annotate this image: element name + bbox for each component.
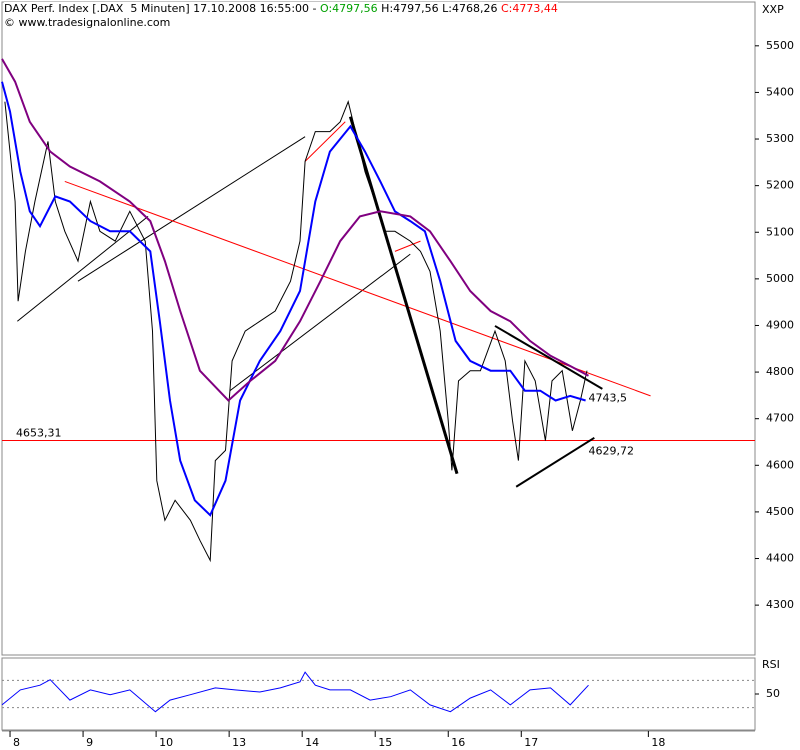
title-part: C:4773,44 xyxy=(500,2,558,15)
series-line xyxy=(1,671,589,713)
y-tick-label: 4300 xyxy=(766,598,794,611)
trend-line xyxy=(64,180,651,397)
plot-frame xyxy=(1,1,756,656)
y-tick-label: 5100 xyxy=(766,225,794,238)
trend-line xyxy=(515,436,595,488)
x-tick-label: 17 xyxy=(524,736,538,749)
y-tick-label: 5400 xyxy=(766,85,794,98)
trend-line xyxy=(304,121,346,162)
annotation: 4629,72 xyxy=(588,444,634,457)
y-tick-label: 4400 xyxy=(766,552,794,565)
chart-title: DAX Perf. Index [.DAX 5 Minuten] 17.10.2… xyxy=(4,2,558,16)
y-axis-label: RSI xyxy=(762,658,780,671)
x-tick-label: 10 xyxy=(159,736,173,749)
trend-line xyxy=(348,116,459,475)
y-tick-label: 5500 xyxy=(766,39,794,52)
x-tick-label: 8 xyxy=(13,736,20,749)
series-line xyxy=(4,100,588,563)
x-tick-label: 13 xyxy=(232,736,246,749)
chart-header: DAX Perf. Index [.DAX 5 Minuten] 17.10.2… xyxy=(4,2,558,30)
title-part: DAX Perf. Index [.DAX 5 Minuten] 17.10.2… xyxy=(4,2,320,15)
y-tick-label: 4900 xyxy=(766,318,794,331)
x-tick-label: 14 xyxy=(305,736,319,749)
trend-line xyxy=(494,325,603,390)
series-line xyxy=(1,58,589,402)
trend-line xyxy=(17,216,149,322)
x-tick-label: 9 xyxy=(86,736,93,749)
y-tick-label: 4500 xyxy=(766,505,794,518)
y-tick-label: 5000 xyxy=(766,272,794,285)
x-tick-label: 16 xyxy=(451,736,465,749)
trend-line xyxy=(229,253,411,392)
y-tick-label: 50 xyxy=(766,687,780,700)
hline-label: 4653,31 xyxy=(16,426,62,439)
y-tick-label: 5200 xyxy=(766,179,794,192)
y-tick-label: 4700 xyxy=(766,412,794,425)
title-part: O:4797,56 xyxy=(320,2,378,15)
x-tick-label: 18 xyxy=(651,736,665,749)
trend-line xyxy=(77,136,306,282)
x-tick-label: 15 xyxy=(378,736,392,749)
y-tick-label: 4600 xyxy=(766,458,794,471)
y-tick-label: 4800 xyxy=(766,365,794,378)
chart-subtitle: © www.tradesignalonline.com xyxy=(4,16,171,29)
series-line xyxy=(1,81,586,517)
title-part: H:4797,56 L:4768,26 xyxy=(377,2,501,15)
trend-line xyxy=(394,240,421,252)
y-tick-label: 5300 xyxy=(766,132,794,145)
annotation: 4743,5 xyxy=(588,391,627,404)
y-axis-label: XXP xyxy=(762,3,784,16)
